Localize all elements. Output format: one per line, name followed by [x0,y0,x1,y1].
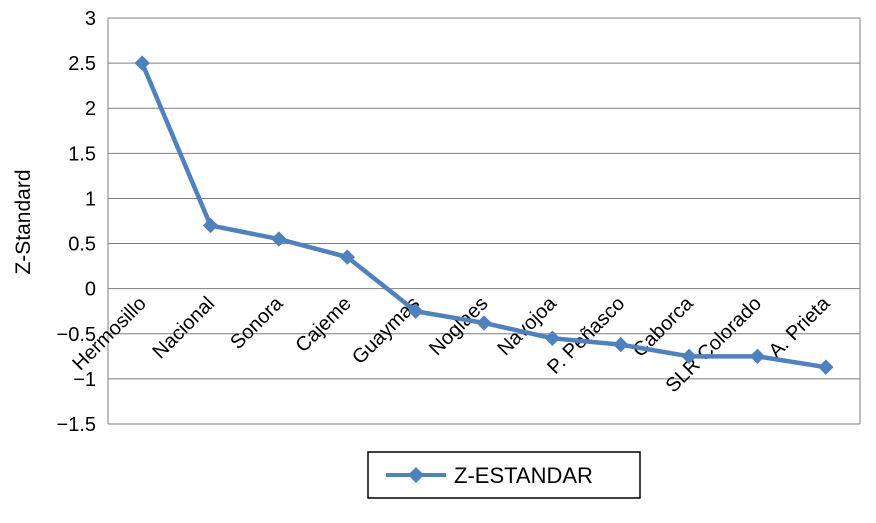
x-category-label: Nacional [148,293,219,364]
y-tick-label: −1 [73,369,96,391]
y-tick-label: −1.5 [57,414,96,436]
data-point-diamond-marker [271,231,287,247]
y-tick-label: 2.5 [68,53,96,75]
x-category-label: Sonora [226,292,288,354]
x-category-label: Cajeme [292,293,356,357]
y-tick-label: 2 [85,98,96,120]
y-tick-label: 0.5 [68,234,96,256]
y-axis-tick-labels: 3 2.5 2 1.5 1 0.5 0 −0.5 −1 −1.5 [57,8,96,436]
legend-label: Z-ESTANDAR [454,463,593,488]
data-point-diamond-marker [749,348,766,365]
y-tick-label: −0.5 [57,324,96,346]
data-series [134,55,834,375]
legend: Z-ESTANDAR [367,451,641,499]
y-tick-label: 1 [85,188,96,210]
data-point-diamond-marker [407,303,424,319]
x-category-label: A. Prieta [765,292,835,362]
data-point-diamond-marker [339,249,355,265]
data-point-diamond-marker [681,348,697,365]
x-category-label: Guaymas [348,293,424,369]
legend-diamond-marker-icon [408,467,424,483]
data-point-diamond-marker [544,330,561,346]
data-point-diamond-marker [818,359,834,375]
data-point-diamond-marker [476,315,492,331]
data-point-diamond-marker [202,217,219,234]
y-tick-label: 3 [85,8,96,30]
data-point-diamond-marker [134,55,150,71]
data-point-diamond-marker [613,336,629,353]
y-tick-label: 1.5 [68,143,96,165]
y-tick-label: 0 [85,279,96,301]
y-axis-title: Z-Standard [12,169,35,274]
gridlines [107,17,861,425]
